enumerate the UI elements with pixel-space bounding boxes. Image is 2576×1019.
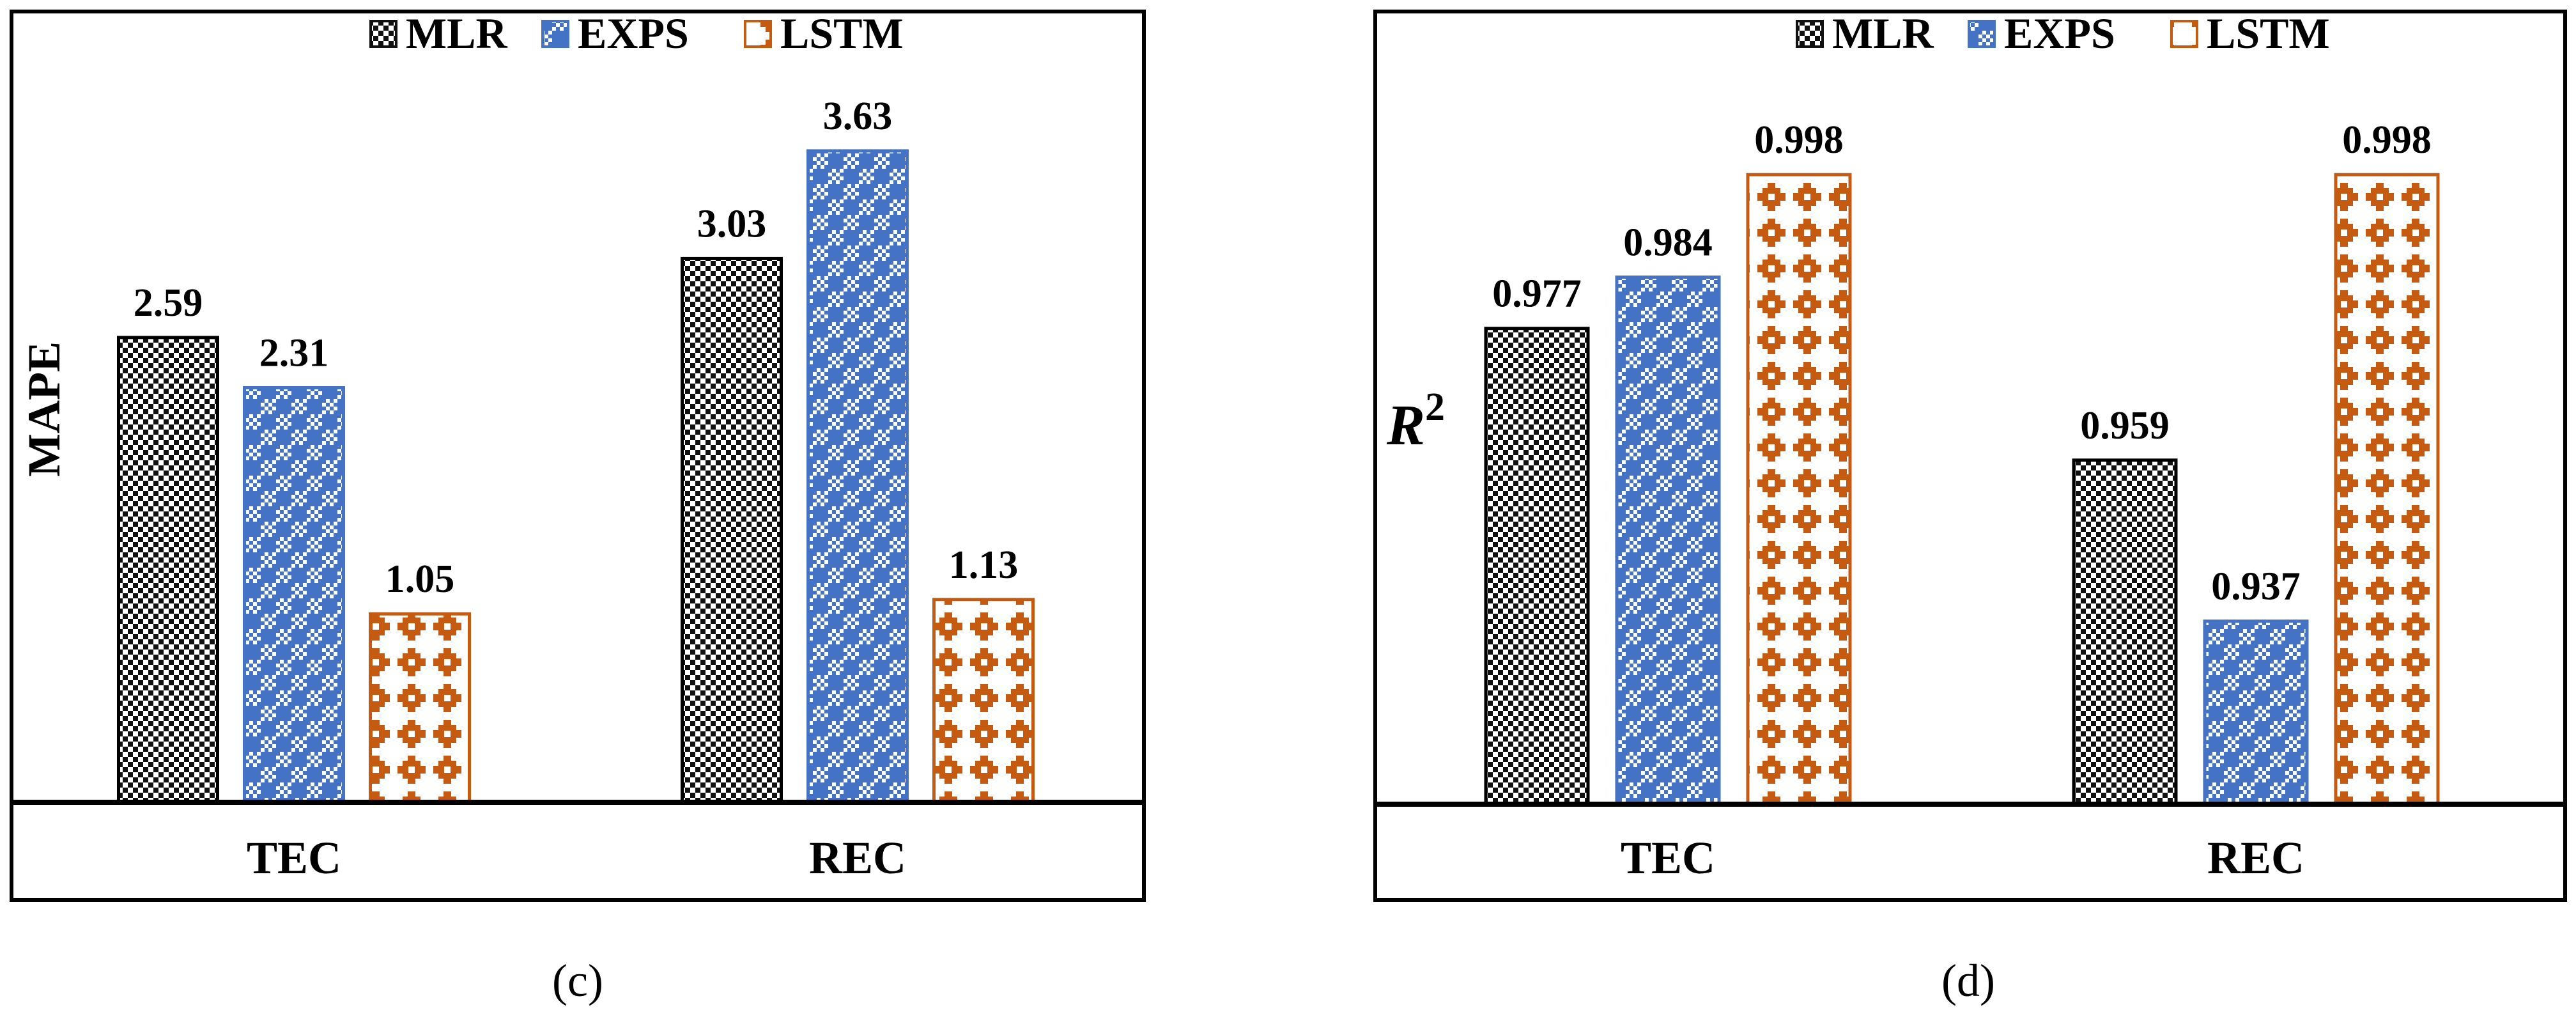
y-axis-label: MAPE [19, 341, 70, 477]
legend-swatch-lstm [744, 20, 772, 48]
legend-label-lstm: LSTM [780, 9, 904, 58]
panel-caption: (c) [552, 955, 603, 1006]
bar-lstm-rec [2334, 173, 2440, 806]
data-label-exps-tec: 0.984 [1623, 221, 1713, 265]
bar-exps-rec [2203, 619, 2309, 806]
legend: MLR EXPS LSTM [1796, 9, 2330, 58]
legend-swatch-exps [1968, 20, 1996, 48]
y-axis-label: R2 [1386, 385, 1445, 457]
data-label-mlr-tec: 2.59 [134, 281, 203, 325]
data-label-exps-rec: 3.63 [823, 95, 893, 138]
bar-exps-tec [1615, 276, 1721, 806]
data-label-mlr-rec: 3.03 [697, 202, 767, 245]
bar-lstm-rec [932, 598, 1035, 804]
data-label-exps-tec: 2.31 [259, 332, 329, 375]
legend-label-mlr: MLR [406, 9, 508, 58]
bar-mlr-tec [1484, 327, 1590, 806]
chart-panel-c: MLR EXPS LSTM MAPE 2.59 2.31 1.05 TEC 3.03 3.63 1.… [10, 9, 1146, 1006]
data-label-lstm-tec: 0.998 [1754, 118, 1844, 162]
plot-frame [1373, 10, 2567, 902]
data-label-mlr-tec: 0.977 [1492, 272, 1582, 316]
data-label-lstm-rec: 1.13 [949, 543, 1019, 587]
legend-swatch-mlr [369, 20, 397, 48]
chart-panel-d: MLR EXPS LSTM R2 0.977 0.984 0.998 TEC 0.959 0.93… [1373, 9, 2567, 1006]
bar-exps-rec [806, 149, 909, 804]
x-tick-label-rec: REC [2207, 832, 2304, 883]
bar-lstm-tec [1746, 173, 1852, 806]
data-label-lstm-rec: 0.998 [2342, 118, 2432, 162]
legend-label-exps: EXPS [2004, 9, 2115, 58]
legend-label-exps: EXPS [578, 9, 689, 58]
bar-mlr-rec [2072, 458, 2178, 806]
bar-exps-tec [243, 386, 345, 804]
legend-swatch-exps [541, 20, 569, 48]
bar-mlr-rec [681, 256, 783, 804]
plot-frame [10, 10, 1146, 902]
legend-label-lstm: LSTM [2207, 9, 2330, 58]
legend: MLR EXPS LSTM [369, 9, 904, 58]
panel-caption: (d) [1941, 955, 1995, 1006]
legend-label-mlr: MLR [1832, 9, 1934, 58]
bar-mlr-tec [117, 336, 219, 804]
data-label-lstm-tec: 1.05 [385, 557, 455, 601]
x-tick-label-tec: TEC [1621, 832, 1715, 883]
legend-swatch-lstm [2170, 20, 2198, 48]
data-label-mlr-rec: 0.959 [2080, 404, 2170, 447]
x-tick-label-rec: REC [809, 832, 906, 883]
data-label-exps-rec: 0.937 [2211, 565, 2301, 609]
x-tick-label-tec: TEC [247, 832, 341, 883]
bar-lstm-tec [369, 612, 471, 804]
legend-swatch-mlr [1796, 20, 1824, 48]
